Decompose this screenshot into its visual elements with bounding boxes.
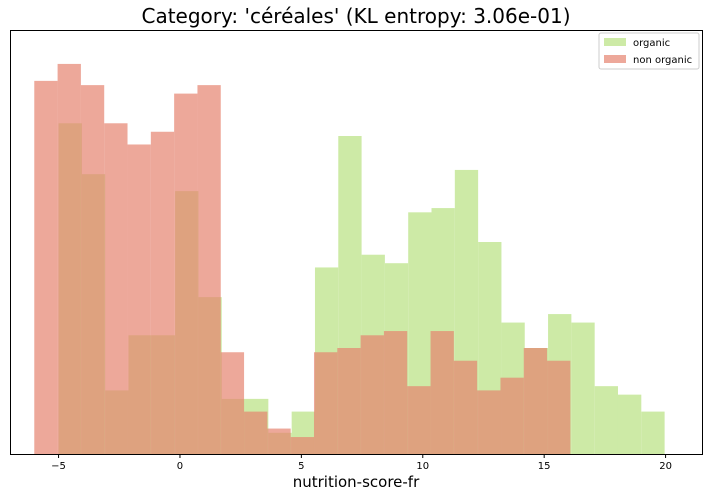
bar-non-organic-7 [197,85,221,455]
bar-non-organic-9 [244,411,268,454]
bar-non-organic-15 [383,331,408,454]
chart-title: Category: 'céréales' (KL entropy: 3.06e-… [141,4,570,28]
bar-organic-23 [594,386,618,454]
bar-non-organic-11 [290,437,314,454]
bar-organic-25 [641,411,665,454]
bar-non-organic-20 [500,377,524,454]
bar-non-organic-10 [267,428,291,454]
bar-non-organic-8 [220,352,245,454]
legend-label-non-organic: non organic [633,55,692,66]
legend-label-organic: organic [633,38,670,49]
bar-non-organic-18 [453,360,478,454]
bar-non-organic-0 [34,80,58,454]
plot-frame [10,30,703,455]
x-tick-label: 15 [538,461,551,472]
x-axis-label: nutrition-score-fr [293,473,420,491]
bar-non-organic-2 [80,85,105,455]
x-tick-label: 0 [177,461,183,472]
bar-non-organic-13 [337,348,361,454]
bar-organic-22 [571,322,595,454]
bars-group [34,63,665,455]
x-tick-label: 5 [298,461,304,472]
bar-non-organic-4 [127,144,151,455]
bar-non-organic-17 [430,331,454,454]
bar-non-organic-12 [313,352,338,454]
bar-non-organic-3 [104,123,128,454]
x-tick-label: 10 [416,461,429,472]
bar-non-organic-6 [174,93,198,454]
x-axis-ticks: −5 0 5 10 15 20 [51,454,672,472]
bar-non-organic-14 [360,335,384,454]
bar-non-organic-21 [523,348,548,454]
bar-non-organic-5 [150,131,175,454]
bar-non-organic-22 [547,360,571,454]
bar-organic-24 [617,394,642,454]
legend: organic non organic [598,32,700,70]
legend-swatch-organic [604,38,626,46]
x-tick-label: 20 [659,461,672,472]
legend-swatch-non-organic [604,55,626,63]
x-tick-label: −5 [51,461,66,472]
bar-non-organic-16 [407,386,431,454]
bar-non-organic-1 [57,63,81,455]
bar-non-organic-19 [477,390,501,454]
